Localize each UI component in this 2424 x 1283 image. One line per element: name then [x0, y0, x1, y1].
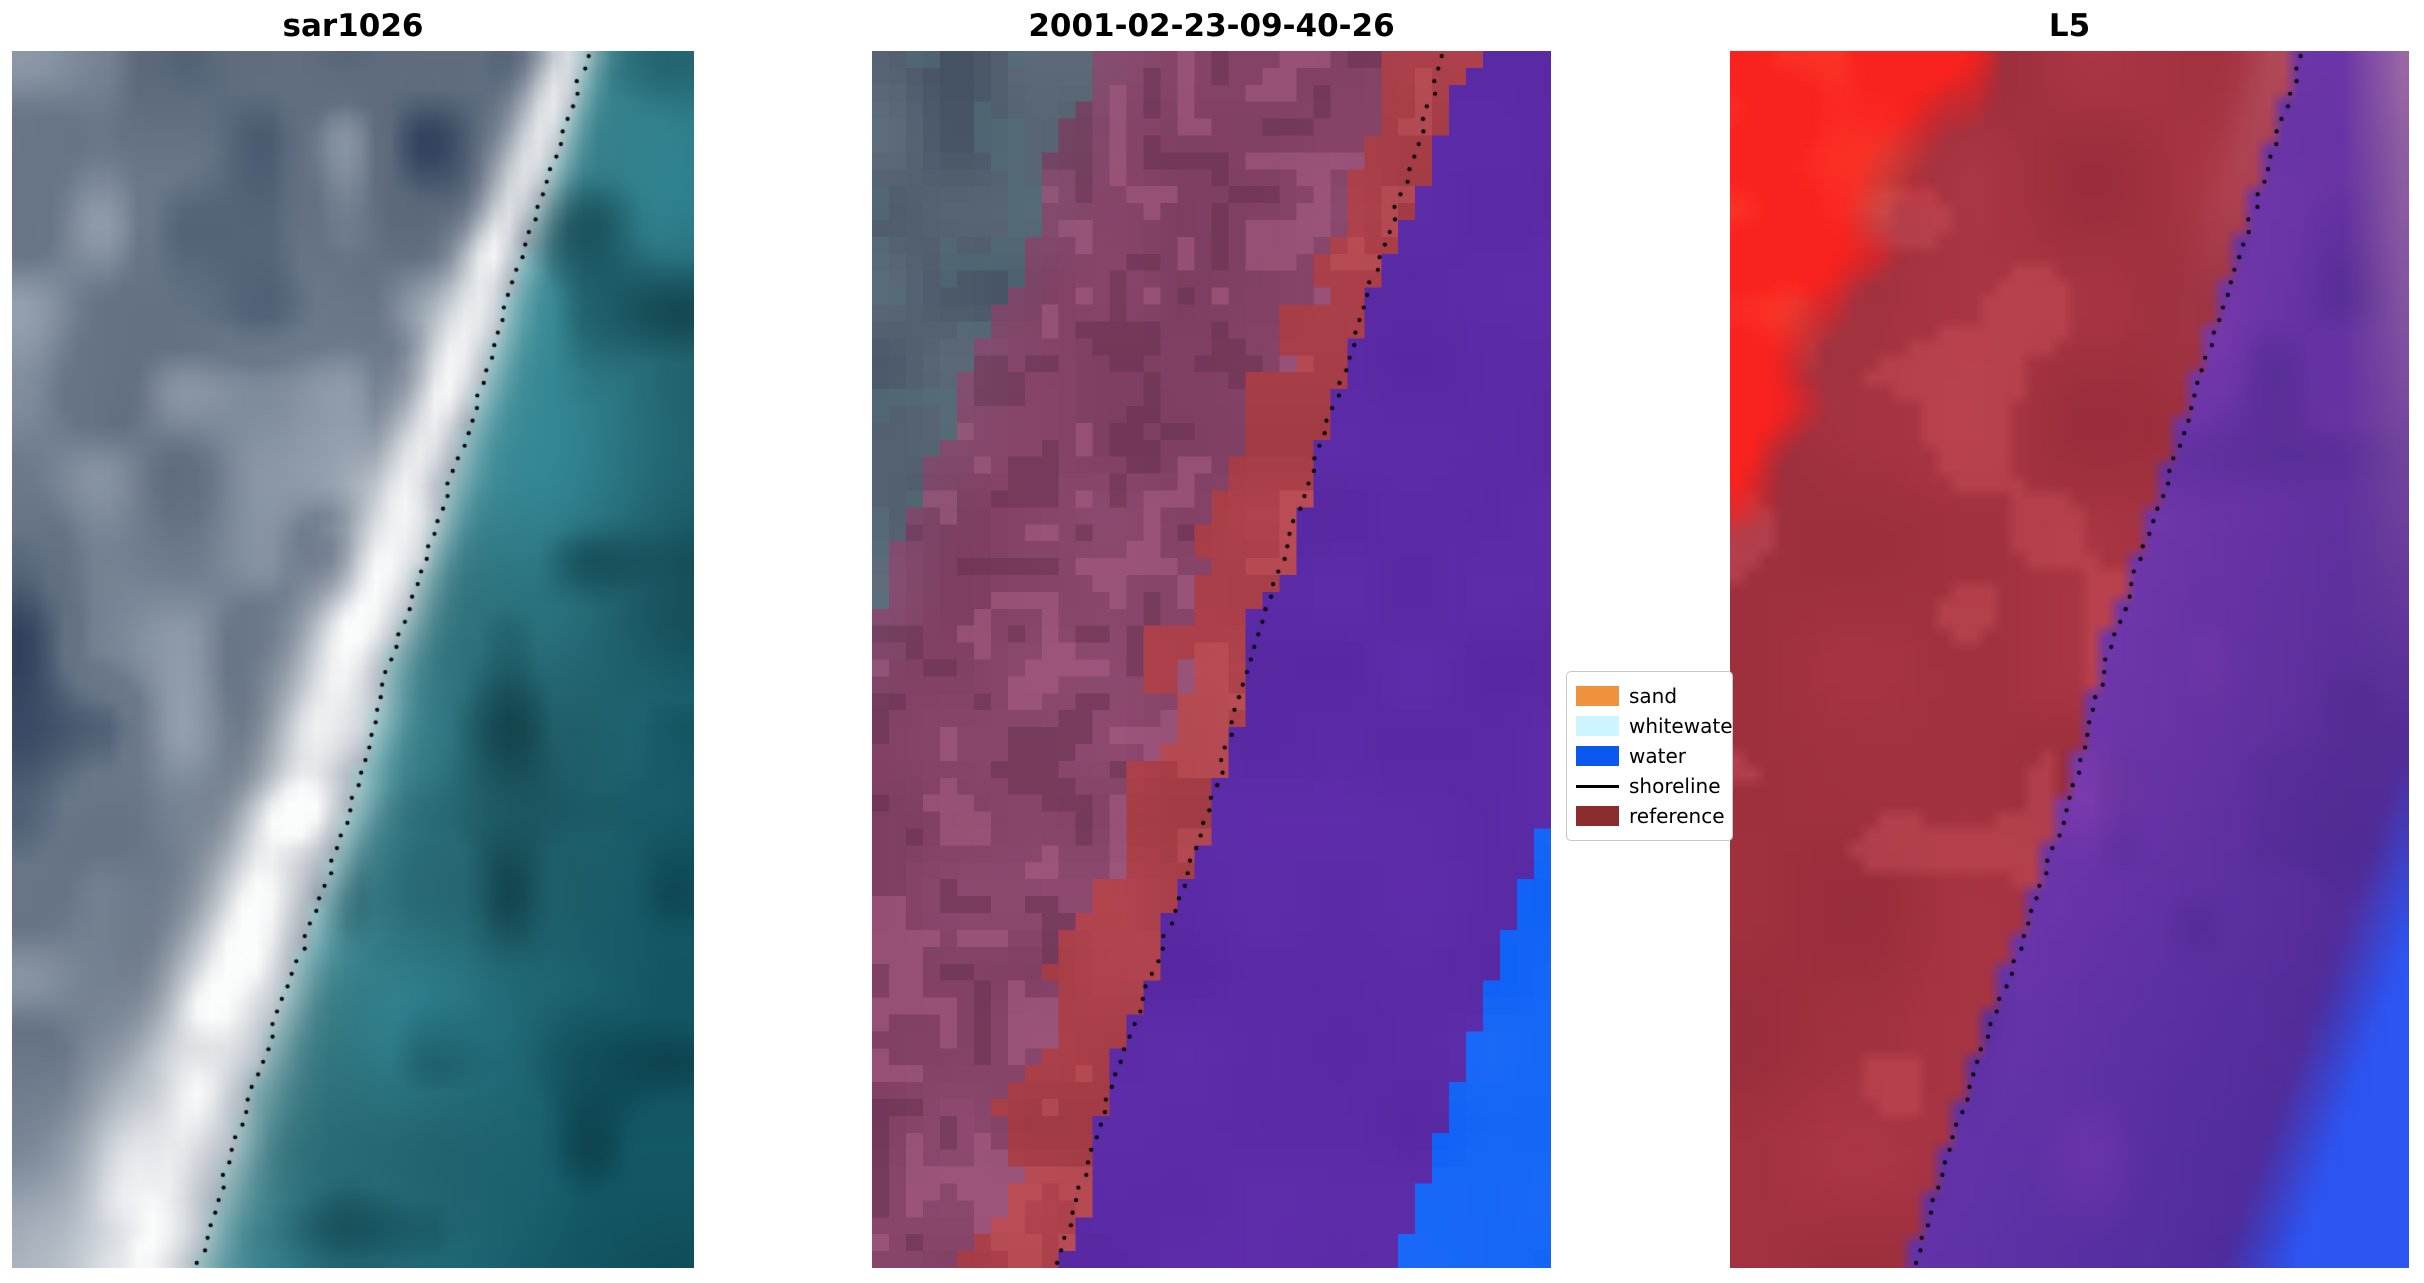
panel-title-classification: 2001-02-23-09-40-26 — [1028, 8, 1395, 44]
sand-swatch — [1576, 686, 1619, 706]
legend: sand whitewater water shoreline referenc… — [1566, 671, 1733, 841]
classification-image-area — [872, 51, 1551, 1268]
shoreline-dots-overlay — [12, 51, 694, 1268]
panel-l5: L5 — [1730, 8, 2409, 1268]
legend-label-shoreline: shoreline — [1629, 774, 1721, 798]
legend-item-water: water — [1576, 741, 1728, 771]
whitewater-swatch — [1576, 716, 1619, 736]
shoreline-dots-overlay — [1730, 51, 2409, 1268]
l5-image-area — [1730, 51, 2409, 1268]
panel-title-l5: L5 — [2048, 8, 2091, 44]
legend-item-shoreline: shoreline — [1576, 771, 1728, 801]
legend-label-water: water — [1629, 744, 1686, 768]
sar1026-image-area — [12, 51, 694, 1268]
legend-label-reference: reference — [1629, 804, 1725, 828]
legend-item-sand: sand — [1576, 681, 1728, 711]
shoreline-line-swatch — [1576, 784, 1619, 788]
legend-label-whitewater: whitewater — [1629, 714, 1733, 738]
panel-title-sar1026: sar1026 — [282, 8, 424, 44]
shoreline-dots-overlay — [872, 51, 1551, 1268]
legend-label-sand: sand — [1629, 684, 1678, 708]
panel-sar1026: sar1026 — [12, 8, 694, 1268]
legend-item-reference: reference — [1576, 801, 1728, 831]
panel-classification: 2001-02-23-09-40-26 — [872, 8, 1551, 1268]
water-swatch — [1576, 746, 1619, 766]
legend-item-whitewater: whitewater — [1576, 711, 1732, 741]
reference-swatch — [1576, 806, 1619, 826]
